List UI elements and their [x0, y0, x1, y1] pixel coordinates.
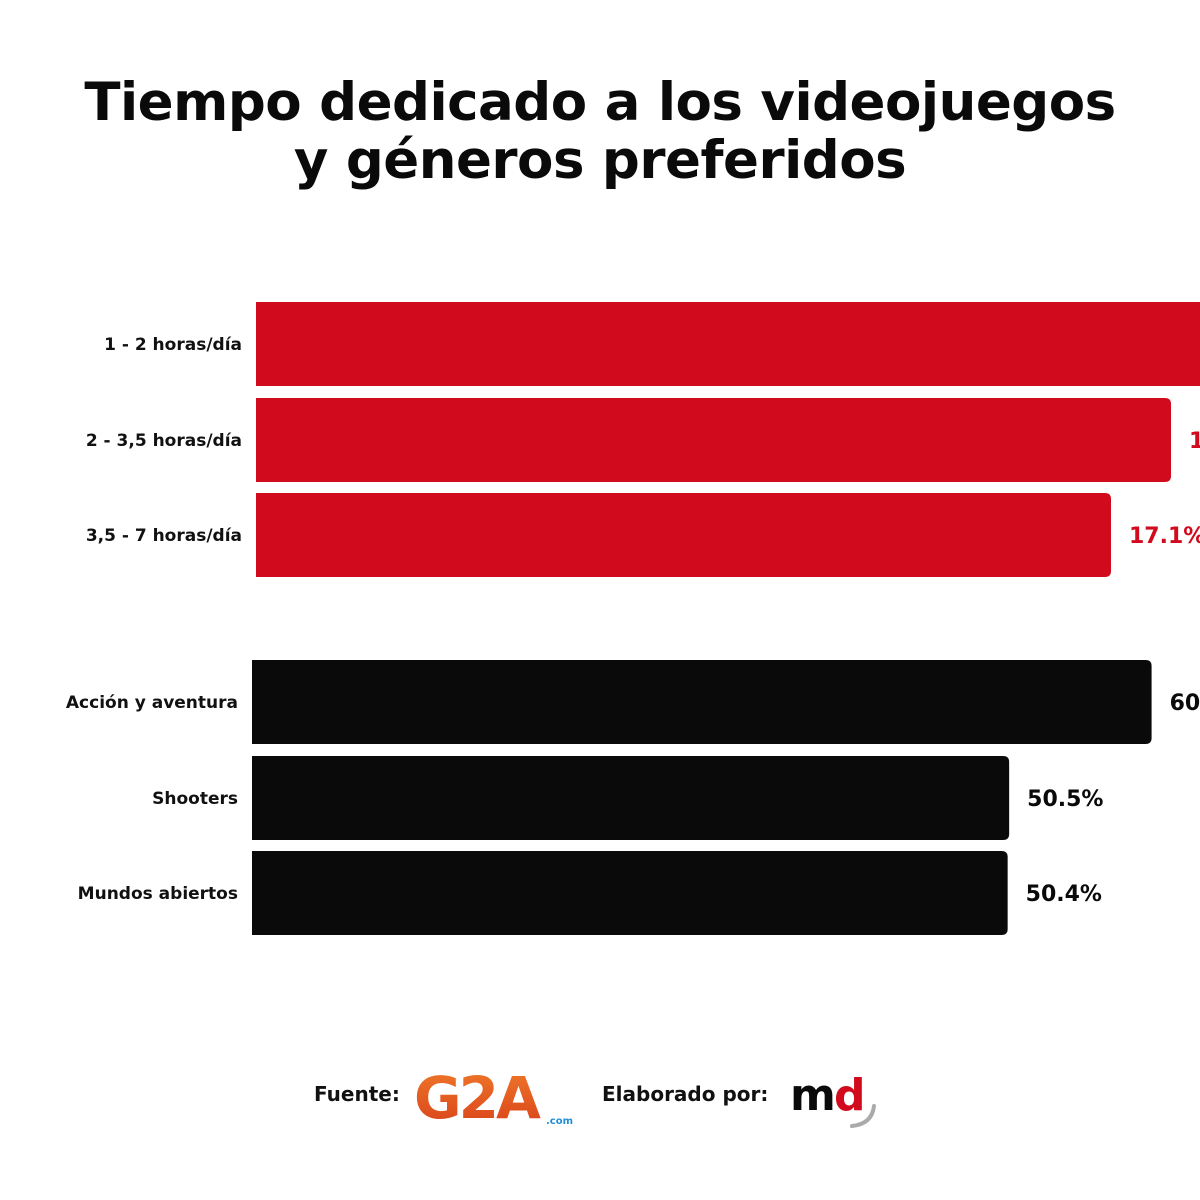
chart-title: Tiempo dedicado a los videojuegos y géne…: [0, 74, 1200, 190]
title-line-1: Tiempo dedicado a los videojuegos: [84, 72, 1116, 133]
category-label: Mundos abiertos: [78, 884, 238, 904]
category-label: Shooters: [152, 789, 238, 809]
source-label: Fuente:: [314, 1082, 400, 1106]
category-label: 3,5 - 7 horas/día: [86, 526, 242, 546]
value-label: 17.1%: [1129, 524, 1200, 549]
category-label: 1 - 2 horas/día: [104, 335, 242, 355]
category-label: 2 - 3,5 horas/día: [86, 431, 242, 451]
g2a-logo: G2A .com: [414, 1070, 573, 1126]
made-by-label: Elaborado por:: [602, 1082, 769, 1106]
svg-text:d: d: [834, 1070, 866, 1121]
svg-text:G2A: G2A: [414, 1070, 541, 1126]
value-label: 60%: [1170, 691, 1200, 716]
footer: Fuente: G2A .com Elaborado por: m d: [0, 1062, 1200, 1132]
svg-text:m: m: [790, 1070, 834, 1121]
md-logo: m d: [790, 1070, 876, 1128]
category-label: Acción y aventura: [66, 693, 238, 713]
bar-time-3: [256, 493, 1111, 577]
bar-genre-3: [252, 851, 1008, 935]
bar-time-2: [256, 398, 1171, 482]
value-label: 50.4%: [1026, 882, 1102, 907]
value-label: 18.3%: [1189, 429, 1200, 454]
title-line-2: y géneros preferidos: [293, 130, 907, 191]
bar-genre-1: [252, 660, 1152, 744]
svg-text:.com: .com: [546, 1116, 573, 1126]
bar-time-1: [256, 302, 1200, 386]
bar-genre-2: [252, 756, 1010, 840]
value-label: 50.5%: [1027, 787, 1103, 812]
